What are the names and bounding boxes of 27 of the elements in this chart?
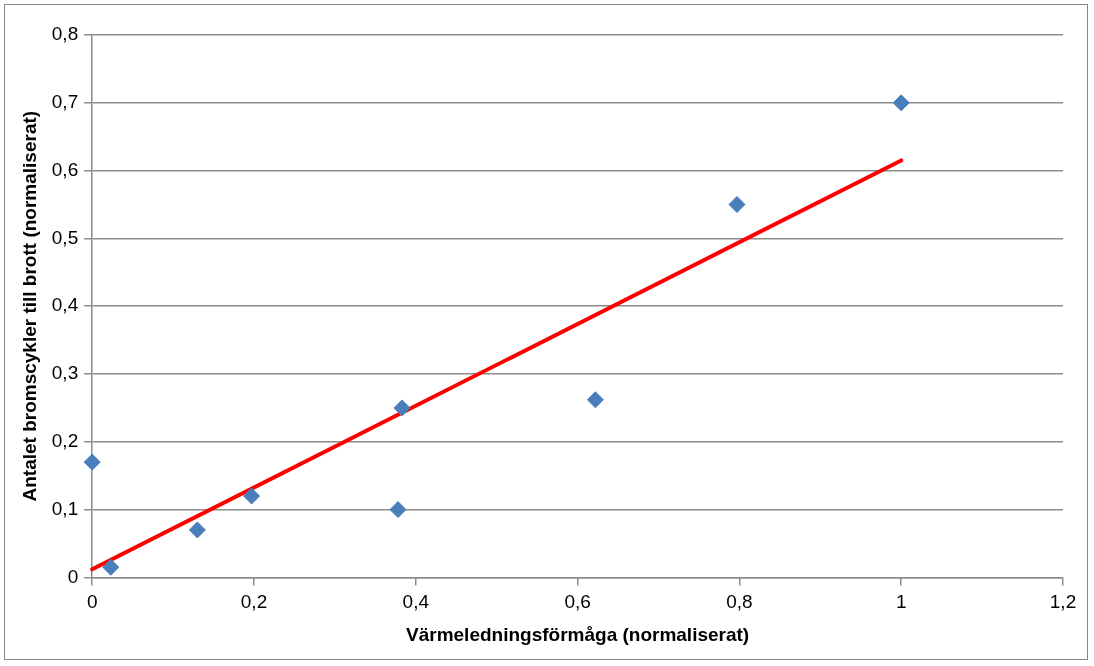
x-tick-label: 0,8 (726, 591, 753, 613)
y-axis-title: Antalet bromscykler till brott (normaliserat) (18, 110, 40, 502)
x-axis-title: Värmeledningsförmåga (normaliserat) (406, 623, 750, 645)
y-tick-label: 0,7 (51, 91, 79, 113)
x-tick-label: 0 (86, 591, 98, 613)
y-tick-label: 0,2 (51, 430, 79, 452)
x-tick-label: 1,2 (1049, 591, 1077, 613)
y-tick-label: 0 (67, 565, 79, 587)
point (188, 521, 206, 539)
point (586, 391, 604, 409)
point (393, 399, 411, 417)
y-tick-label: 0,1 (51, 497, 79, 519)
point (892, 94, 910, 112)
x-tick-label: 0,6 (564, 591, 591, 613)
y-tick-label: 0,8 (51, 23, 79, 45)
x-tick-label: 0,4 (402, 591, 430, 613)
point (243, 487, 261, 505)
x-tick-label: 1 (895, 591, 907, 613)
y-tick-label: 0,4 (51, 294, 79, 316)
point (83, 453, 101, 471)
x-tick-label: 0,2 (240, 591, 268, 613)
point (728, 196, 746, 213)
point (389, 501, 407, 519)
point (102, 558, 120, 576)
y-tick-label: 0,6 (51, 158, 79, 180)
y-tick-label: 0,3 (51, 362, 79, 384)
y-tick-label: 0,5 (51, 226, 79, 248)
